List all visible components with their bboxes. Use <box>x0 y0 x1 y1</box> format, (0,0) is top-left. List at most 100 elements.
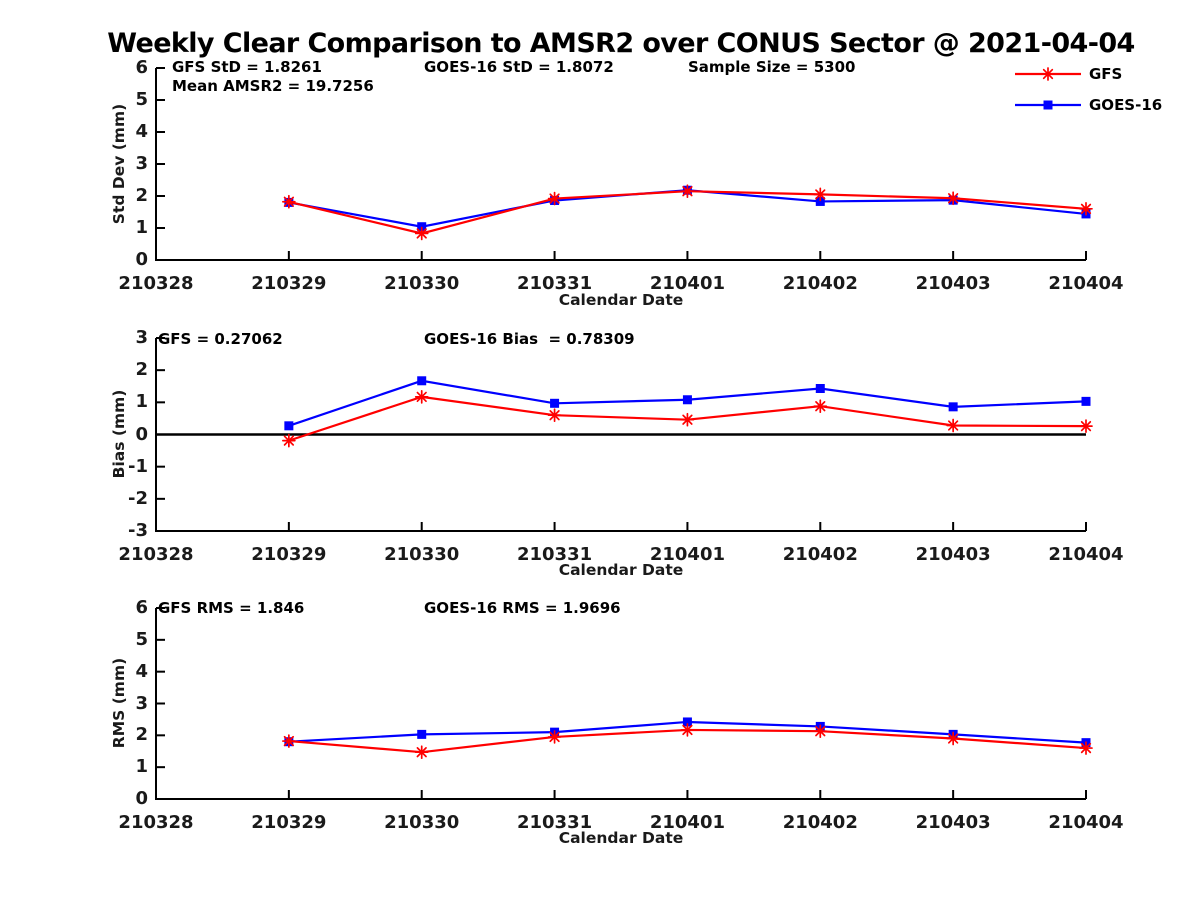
figure-title: Weekly Clear Comparison to AMSR2 over CO… <box>107 28 1135 59</box>
goes16-line-square-icon <box>1015 100 1081 110</box>
goes-16-bias-square-marker <box>417 376 427 386</box>
ytick-label-bias: 2 <box>135 359 148 381</box>
xtick-label-bias: 210331 <box>516 544 593 565</box>
panel-std-dev <box>155 67 1093 261</box>
goes-16-bias-square-marker <box>815 384 825 394</box>
xtick-label-bias: 210403 <box>915 544 991 565</box>
goes-16-legend-square-marker <box>1043 100 1053 110</box>
xtick-label-rms: 210330 <box>384 812 460 833</box>
ytick-label-bias: -3 <box>128 520 148 541</box>
ytick-label-rms: 3 <box>135 692 148 714</box>
xlabel-std-dev: Calendar Date <box>558 291 684 309</box>
goes-16-bias-square-marker <box>550 398 560 408</box>
annotation-goes16-bias: GOES-16 Bias = 0.78309 <box>424 330 635 348</box>
gfs-bias-asterisk-marker <box>813 399 828 414</box>
ytick-label-rms: 5 <box>135 628 148 650</box>
annotation-gfs-rms: GFS RMS = 1.846 <box>158 599 305 617</box>
goes-16-std-dev-square-marker <box>815 196 825 206</box>
gfs-rms-asterisk-marker <box>547 730 562 744</box>
goes-16-bias-square-marker <box>682 395 692 405</box>
axis-rms <box>155 608 1086 800</box>
gfs-rms-asterisk-marker <box>813 724 828 739</box>
xtick-label-rms: 210328 <box>118 812 194 833</box>
ytick-label-bias: -1 <box>128 455 148 477</box>
gfs-std-dev-asterisk-marker <box>813 187 828 202</box>
annotation-goes16-std: GOES-16 StD = 1.8072 <box>424 58 614 76</box>
xtick-label-std-dev: 210404 <box>1048 273 1124 294</box>
gfs-bias-asterisk-marker <box>282 433 296 448</box>
annotation-gfs-std: GFS StD = 1.8261 <box>172 58 322 76</box>
ytick-label-std-dev: 2 <box>135 185 148 206</box>
gfs-rms-asterisk-marker <box>414 745 429 760</box>
gfs-legend-asterisk-marker <box>1041 67 1055 81</box>
xtick-label-bias: 210402 <box>782 544 858 565</box>
xtick-label-std-dev: 210403 <box>915 273 991 294</box>
xtick-label-rms: 210404 <box>1048 812 1124 833</box>
xlabel-bias: Calendar Date <box>558 561 684 579</box>
xtick-label-bias: 210404 <box>1048 544 1124 565</box>
gfs-bias-asterisk-marker <box>946 418 960 433</box>
goes-16-rms-square-marker <box>417 729 427 739</box>
xtick-label-bias: 210329 <box>251 544 327 565</box>
ytick-label-std-dev: 6 <box>135 57 148 78</box>
goes-16-bias-square-marker <box>948 402 958 412</box>
xtick-label-rms: 210402 <box>782 812 858 833</box>
ytick-label-std-dev: 3 <box>135 153 148 174</box>
panel-bias <box>155 337 1093 532</box>
gfs-line-asterisk-icon <box>1015 67 1081 81</box>
ytick-label-rms: 0 <box>135 788 148 809</box>
xtick-label-rms: 210403 <box>915 812 991 833</box>
xtick-label-bias: 210328 <box>118 544 194 565</box>
legend-item-goes16: GOES-16 <box>1014 96 1162 114</box>
xtick-label-std-dev: 210401 <box>649 273 725 294</box>
ytick-label-bias: 0 <box>135 423 148 445</box>
xtick-label-std-dev: 210329 <box>251 273 327 294</box>
ytick-label-rms: 4 <box>135 660 148 682</box>
xlabel-rms: Calendar Date <box>558 829 684 847</box>
xtick-label-std-dev: 210402 <box>782 273 858 294</box>
gfs-bias-asterisk-marker <box>547 408 562 423</box>
axis-std-dev <box>155 68 1086 261</box>
legend-label-gfs: GFS <box>1089 65 1123 83</box>
annotation-goes16-rms: GOES-16 RMS = 1.9696 <box>424 599 621 617</box>
gfs-std-dev-asterisk-marker <box>547 191 562 206</box>
ytick-label-rms: 2 <box>135 724 148 746</box>
gfs-bias-asterisk-marker <box>680 412 695 427</box>
gfs-bias-asterisk-marker <box>1079 419 1093 433</box>
legend: GFS GOES-16 <box>1014 65 1162 127</box>
ytick-label-std-dev: 0 <box>135 249 148 270</box>
xtick-label-std-dev: 210330 <box>384 273 460 294</box>
ytick-label-rms: 6 <box>135 597 148 618</box>
annotation-sample-size: Sample Size = 5300 <box>688 58 856 76</box>
gfs-rms-asterisk-marker <box>1079 741 1093 755</box>
xtick-label-rms: 210331 <box>516 812 593 833</box>
ytick-label-bias: -2 <box>128 487 148 509</box>
panel-rms <box>155 607 1093 800</box>
gfs-std-dev-asterisk-marker <box>414 226 429 241</box>
ytick-label-bias: 1 <box>135 391 148 413</box>
xtick-label-std-dev: 210331 <box>516 273 593 294</box>
gfs-std-dev-asterisk-marker <box>282 194 296 209</box>
ytick-label-bias: 3 <box>135 327 148 348</box>
gfs-rms-asterisk-marker <box>946 731 960 746</box>
gfs-std-dev-asterisk-marker <box>946 191 960 206</box>
legend-label-goes16: GOES-16 <box>1089 96 1163 114</box>
xtick-label-bias: 210401 <box>649 544 725 565</box>
gfs-std-dev-asterisk-marker <box>680 184 695 199</box>
xtick-label-rms: 210329 <box>251 812 327 833</box>
ytick-label-std-dev: 4 <box>135 121 148 142</box>
goes-16-rms-square-marker <box>682 717 692 727</box>
xtick-label-bias: 210330 <box>384 544 460 565</box>
ytick-label-std-dev: 5 <box>135 89 148 110</box>
gfs-std-dev-asterisk-marker <box>1079 201 1093 216</box>
annotation-mean-amsr2: Mean AMSR2 = 19.7256 <box>172 77 374 95</box>
gfs-rms-asterisk-marker <box>282 734 296 748</box>
annotation-gfs-bias: GFS = 0.27062 <box>158 330 283 348</box>
ytick-label-std-dev: 1 <box>135 217 148 238</box>
legend-item-gfs: GFS <box>1014 65 1162 83</box>
xtick-label-std-dev: 210328 <box>118 273 194 294</box>
xtick-label-rms: 210401 <box>649 812 725 833</box>
gfs-bias-asterisk-marker <box>414 390 429 404</box>
